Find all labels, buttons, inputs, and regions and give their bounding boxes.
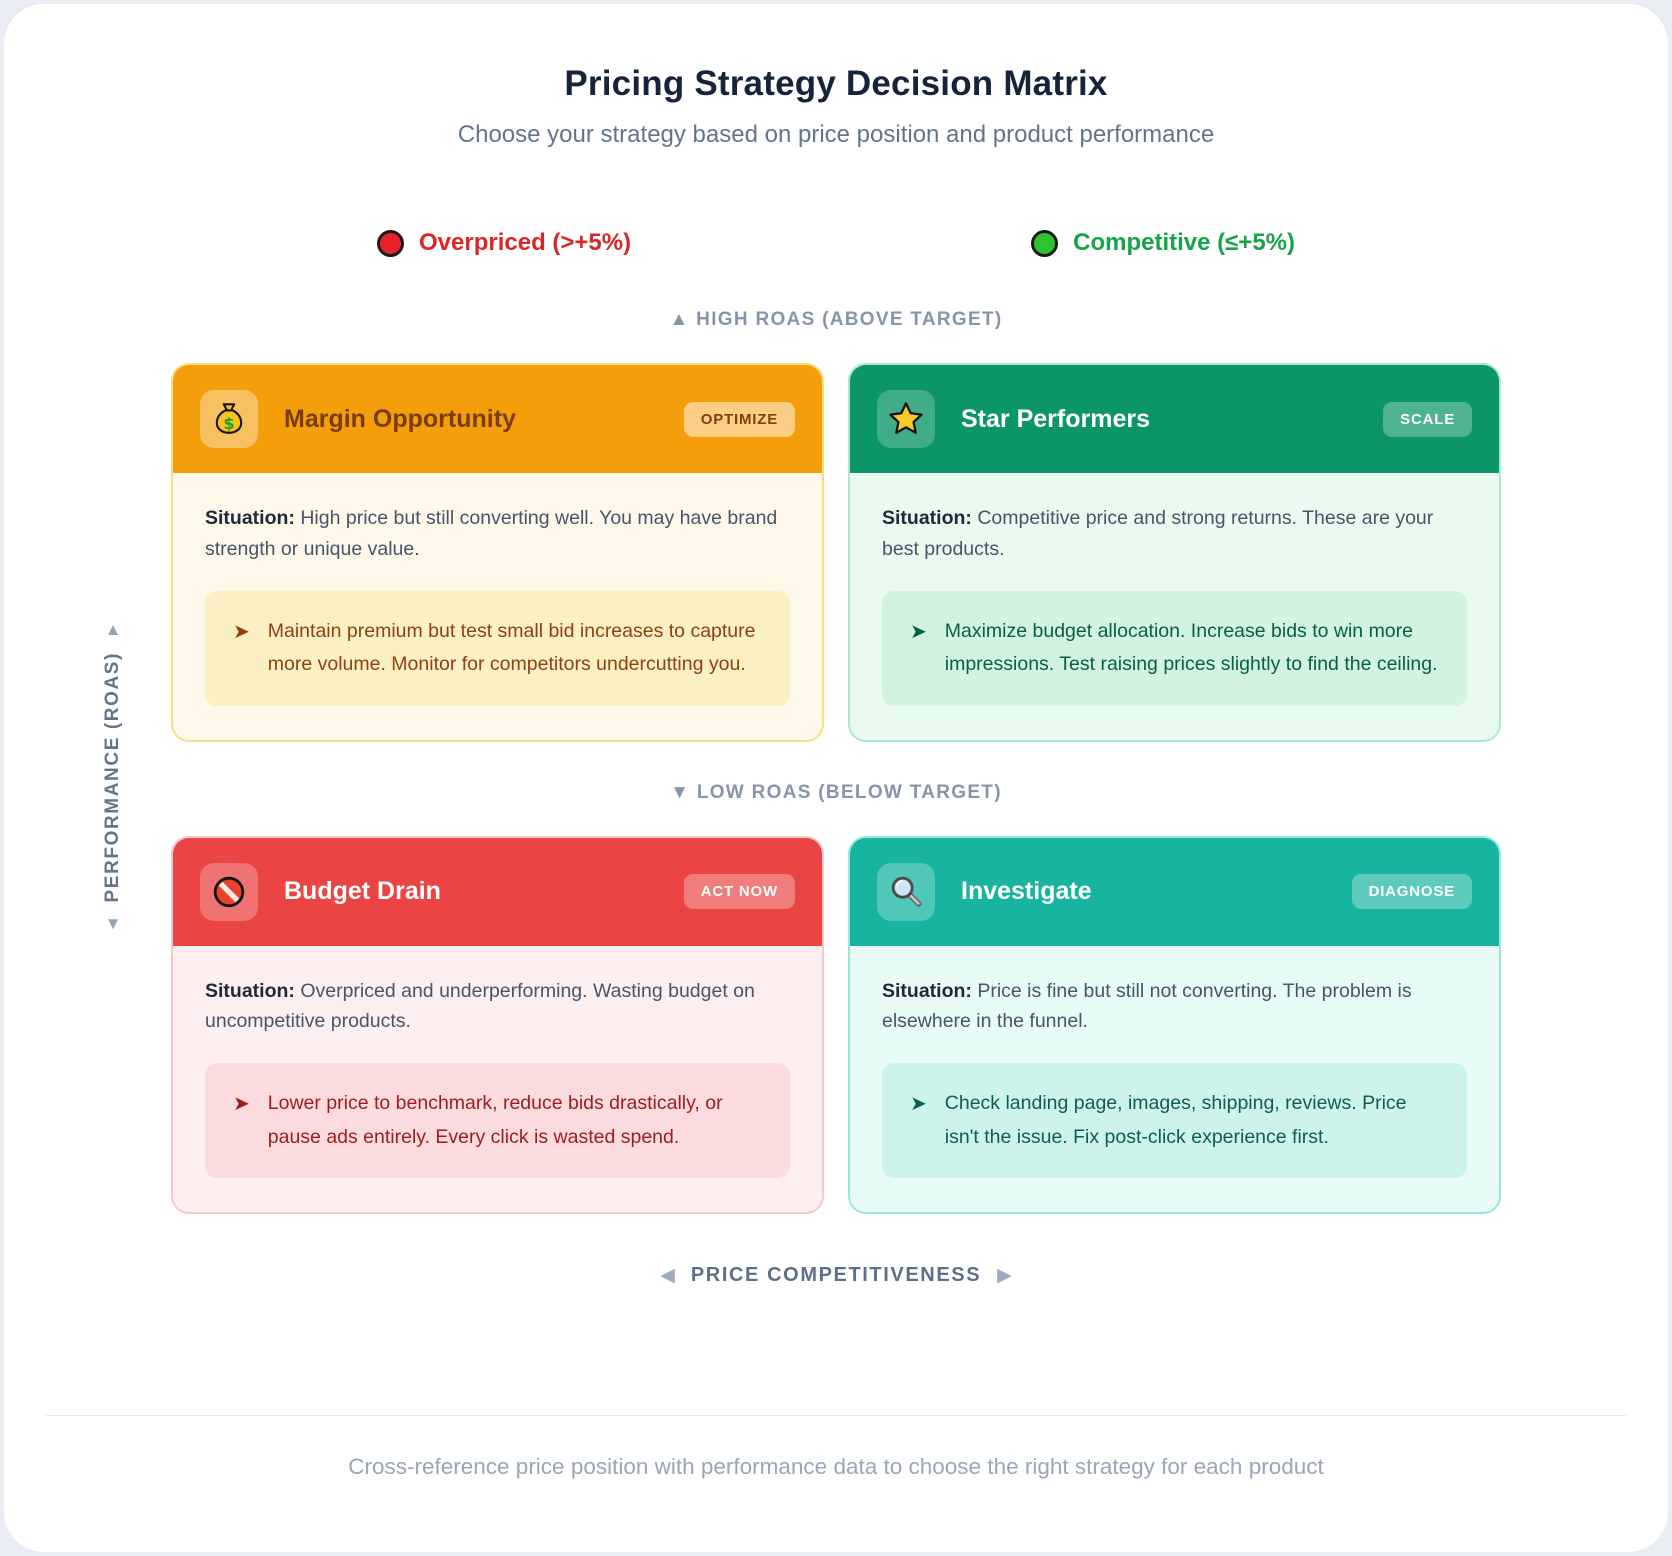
card-header: $ Margin Opportunity OPTIMIZE bbox=[173, 365, 822, 473]
arrowhead-icon: ➤ bbox=[910, 620, 927, 643]
low-roas-divider: ▼ LOW ROAS (BELOW TARGET) bbox=[670, 781, 1002, 803]
no-entry-icon bbox=[200, 862, 258, 921]
action-box: ➤ Maintain premium but test small bid in… bbox=[205, 590, 790, 706]
y-axis-performance: ▲ PERFORMANCE (ROAS) ▼ bbox=[89, 567, 137, 987]
page-subtitle: Choose your strategy based on price posi… bbox=[457, 121, 1215, 148]
situation-label: Situation: bbox=[882, 507, 972, 529]
legend-label: Competitive (≤+5%) bbox=[1073, 229, 1295, 256]
action-text: Check landing page, images, shipping, re… bbox=[944, 1092, 1407, 1148]
situation-body: Price is fine but still not converting. … bbox=[882, 979, 1412, 1033]
situation-label: Situation: bbox=[205, 507, 295, 529]
situation-text: Situation: Competitive price and strong … bbox=[882, 503, 1467, 565]
card-title: Margin Opportunity bbox=[284, 404, 516, 433]
up-triangle-icon: ▲ bbox=[104, 619, 122, 639]
card-title: Budget Drain bbox=[284, 877, 441, 906]
situation-text: Situation: Overpriced and underperformin… bbox=[205, 976, 790, 1038]
star-icon bbox=[877, 390, 935, 448]
card-title: Star Performers bbox=[961, 404, 1150, 433]
svg-text:$: $ bbox=[223, 414, 234, 433]
card-title: Investigate bbox=[961, 877, 1092, 906]
red-circle-icon bbox=[377, 229, 404, 257]
action-box: ➤ Maximize budget allocation. Increase b… bbox=[882, 590, 1467, 706]
action-text: Maximize budget allocation. Increase bid… bbox=[944, 619, 1438, 676]
situation-body: Competitive price and strong returns. Th… bbox=[882, 507, 1434, 560]
action-box: ➤ Check landing page, images, shipping, … bbox=[882, 1063, 1467, 1179]
legend: Overpriced (>+5%) Competitive (≤+5%) bbox=[4, 229, 1668, 257]
money-bag-icon: $ bbox=[200, 390, 258, 448]
x-axis-price-competitiveness: ◀ PRICE COMPETITIVENESS ▶ bbox=[171, 1264, 1501, 1287]
magnifier-icon bbox=[877, 862, 935, 921]
status-badge: OPTIMIZE bbox=[683, 401, 795, 437]
card-body: Situation: Competitive price and strong … bbox=[850, 473, 1499, 740]
legend-item-overpriced: Overpriced (>+5%) bbox=[377, 229, 631, 257]
quadrant-budget-drain: Budget Drain ACT NOW Situation: Overpric… bbox=[171, 835, 824, 1215]
green-circle-icon bbox=[1031, 229, 1059, 257]
legend-label: Overpriced (>+5%) bbox=[419, 229, 632, 256]
situation-body: High price but still converting well. Yo… bbox=[205, 507, 778, 560]
status-badge: DIAGNOSE bbox=[1351, 874, 1472, 910]
high-roas-divider: ▲ HIGH ROAS (ABOVE TARGET) bbox=[669, 309, 1003, 330]
quadrant-star-performers: Star Performers SCALE Situation: Competi… bbox=[848, 363, 1501, 742]
arrowhead-icon: ➤ bbox=[233, 620, 250, 643]
page-title: Pricing Strategy Decision Matrix bbox=[564, 64, 1108, 103]
action-text: Maintain premium but test small bid incr… bbox=[267, 619, 756, 676]
y-axis-label: PERFORMANCE (ROAS) bbox=[102, 651, 123, 903]
quadrant-investigate: Investigate DIAGNOSE Situation: Price is… bbox=[848, 835, 1501, 1215]
situation-body: Overpriced and underperforming. Wasting … bbox=[205, 979, 755, 1033]
matrix-row-low-roas: Budget Drain ACT NOW Situation: Overpric… bbox=[171, 835, 1501, 1215]
action-box: ➤ Lower price to benchmark, reduce bids … bbox=[205, 1063, 790, 1179]
card-header: Budget Drain ACT NOW bbox=[173, 837, 822, 946]
footer-note: Cross-reference price position with perf… bbox=[348, 1454, 1324, 1480]
situation-label: Situation: bbox=[882, 979, 972, 1002]
situation-text: Situation: Price is fine but still not c… bbox=[882, 976, 1467, 1038]
quadrant-margin-opportunity: $ Margin Opportunity OPTIMIZE Situation:… bbox=[171, 363, 824, 742]
card-header: Star Performers SCALE bbox=[850, 365, 1499, 473]
footer-divider bbox=[46, 1415, 1626, 1417]
matrix-row-high-roas: $ Margin Opportunity OPTIMIZE Situation:… bbox=[171, 363, 1501, 742]
infographic-panel: Pricing Strategy Decision Matrix Choose … bbox=[4, 4, 1668, 1552]
situation-text: Situation: High price but still converti… bbox=[205, 503, 790, 565]
card-body: Situation: Overpriced and underperformin… bbox=[173, 946, 822, 1213]
down-triangle-icon: ▼ bbox=[104, 914, 122, 934]
x-axis-label: PRICE COMPETITIVENESS bbox=[690, 1264, 982, 1287]
card-header: Investigate DIAGNOSE bbox=[850, 837, 1499, 946]
right-triangle-icon: ▶ bbox=[997, 1265, 1012, 1287]
card-body: Situation: Price is fine but still not c… bbox=[850, 946, 1499, 1213]
decision-matrix: ▲ PERFORMANCE (ROAS) ▼ ▲ HIGH ROAS (ABOV… bbox=[102, 309, 1501, 1287]
card-body: Situation: High price but still converti… bbox=[173, 473, 822, 740]
action-text: Lower price to benchmark, reduce bids dr… bbox=[267, 1092, 723, 1148]
status-badge: SCALE bbox=[1383, 401, 1472, 437]
status-badge: ACT NOW bbox=[683, 874, 795, 910]
arrowhead-icon: ➤ bbox=[910, 1093, 927, 1116]
situation-label: Situation: bbox=[205, 979, 295, 1002]
legend-item-competitive: Competitive (≤+5%) bbox=[1031, 229, 1295, 257]
left-triangle-icon: ◀ bbox=[660, 1265, 675, 1287]
arrowhead-icon: ➤ bbox=[233, 1093, 250, 1116]
